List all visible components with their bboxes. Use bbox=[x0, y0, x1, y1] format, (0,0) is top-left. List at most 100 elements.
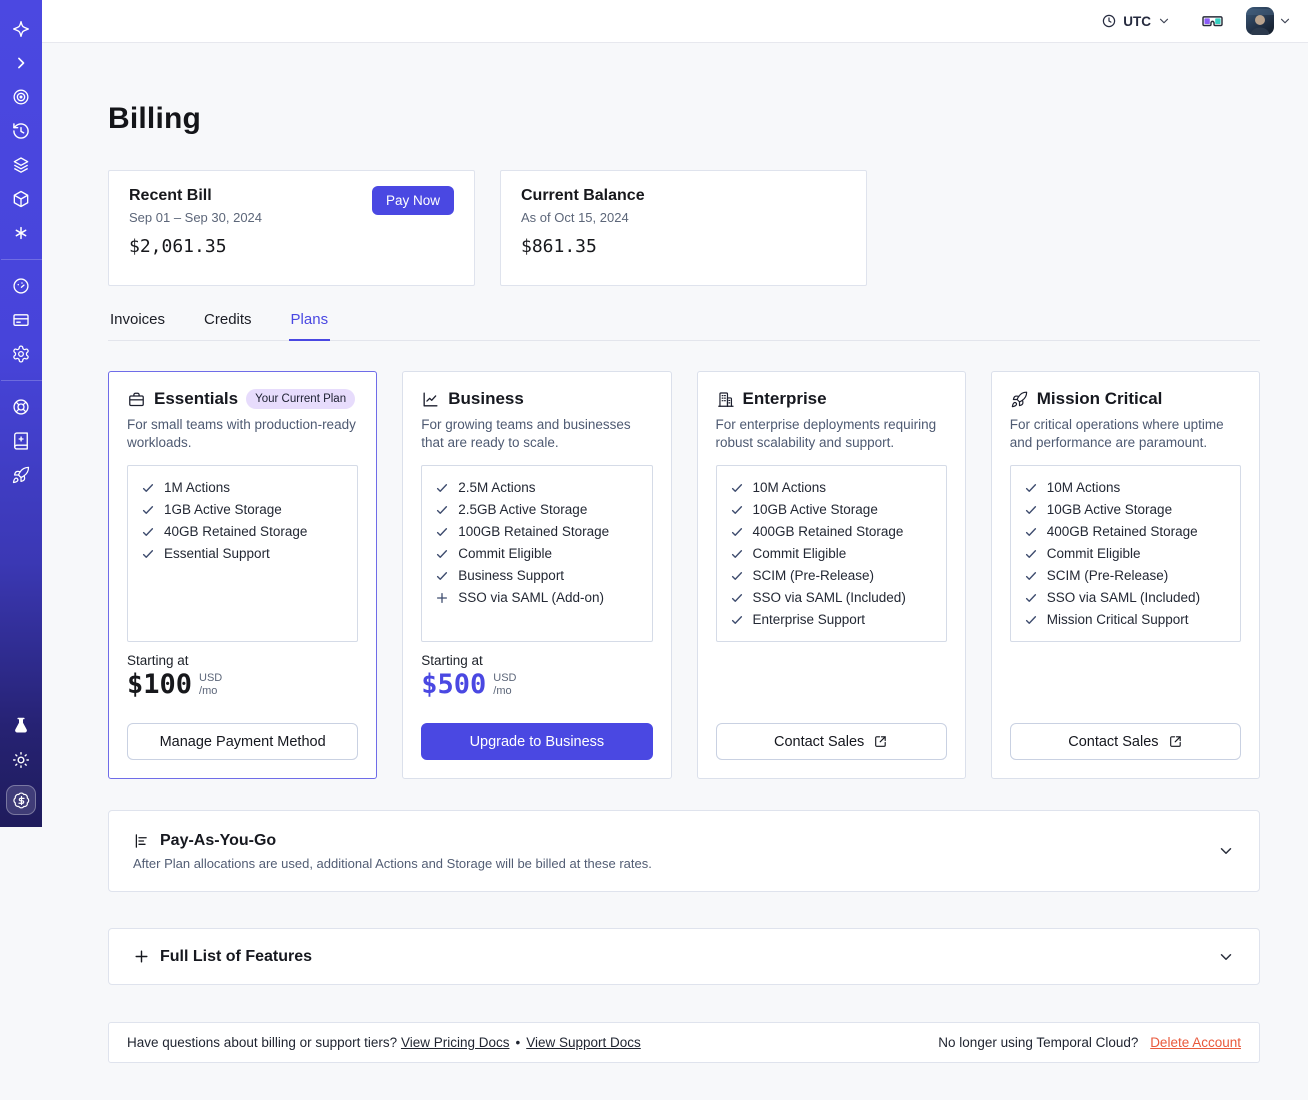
badge-dollar-icon bbox=[12, 792, 29, 808]
usage-icon[interactable] bbox=[11, 276, 31, 296]
dot-separator: • bbox=[515, 1035, 521, 1050]
expand-sidebar-chevron-right-icon[interactable] bbox=[11, 53, 31, 73]
feature-item: Commit Eligible bbox=[730, 543, 933, 565]
user-avatar bbox=[1246, 7, 1274, 35]
horizontal-bar-chart-icon bbox=[135, 833, 147, 848]
check-icon bbox=[1025, 616, 1036, 624]
chevron-down-icon bbox=[1278, 14, 1292, 28]
recent-bill-period: Sep 01 – Sep 30, 2024 bbox=[129, 210, 263, 225]
plan-description: For growing teams and businesses that ar… bbox=[421, 417, 631, 450]
price-per: /mo bbox=[493, 685, 512, 697]
check-icon bbox=[1025, 572, 1036, 580]
temporal-logo[interactable] bbox=[11, 19, 31, 39]
external-link-icon bbox=[875, 736, 887, 747]
full-features-accordion[interactable]: Full List of Features bbox=[108, 928, 1260, 985]
check-icon bbox=[731, 506, 742, 514]
sidebar bbox=[0, 0, 42, 827]
upgrade-to-business-button[interactable]: Upgrade to Business bbox=[421, 723, 653, 760]
tab-credits[interactable]: Credits bbox=[204, 311, 252, 328]
feature-item: Essential Support bbox=[141, 543, 344, 565]
billing-footer: Have questions about billing or support … bbox=[108, 1022, 1260, 1063]
tab-plans[interactable]: Plans bbox=[288, 311, 331, 341]
feature-item: 10M Actions bbox=[730, 477, 933, 499]
plan-description: For small teams with production-ready wo… bbox=[127, 417, 356, 450]
recent-bill-amount: $2,061.35 bbox=[129, 236, 227, 257]
chevron-down-icon bbox=[1157, 14, 1171, 28]
delete-account-link[interactable]: Delete Account bbox=[1150, 1035, 1241, 1050]
feature-item: Commit Eligible bbox=[1024, 543, 1227, 565]
view-support-docs-link[interactable]: View Support Docs bbox=[526, 1035, 641, 1050]
cube-icon[interactable] bbox=[11, 189, 31, 209]
schedules-icon[interactable] bbox=[11, 121, 31, 141]
view-pricing-docs-link[interactable]: View Pricing Docs bbox=[400, 1035, 510, 1050]
sidebar-bottom-group bbox=[6, 709, 36, 815]
contact-sales-button[interactable]: Contact Sales bbox=[715, 723, 947, 760]
feature-box: 2.5M Actions 2.5GB Active Storage 100GB … bbox=[421, 465, 653, 642]
feature-item: 1M Actions bbox=[141, 477, 344, 499]
price-label: Starting at bbox=[421, 653, 483, 668]
price-label: Starting at bbox=[127, 653, 189, 668]
pay-now-button[interactable]: Pay Now bbox=[371, 186, 454, 215]
theme-sun-icon[interactable] bbox=[11, 750, 31, 770]
docs-book-icon[interactable] bbox=[11, 431, 31, 451]
billing-nav-active-button[interactable] bbox=[6, 785, 36, 815]
labs-flask-icon[interactable] bbox=[11, 716, 31, 736]
feature-item: 40GB Retained Storage bbox=[141, 521, 344, 543]
recent-bill-title: Recent Bill bbox=[129, 187, 212, 204]
billing-page: Billing Recent Bill Sep 01 – Sep 30, 202… bbox=[42, 43, 1308, 1063]
current-balance-as-of: As of Oct 15, 2024 bbox=[521, 210, 629, 225]
feature-item: 100GB Retained Storage bbox=[435, 521, 638, 543]
account-menu[interactable] bbox=[1246, 7, 1292, 35]
chevron-down-icon[interactable] bbox=[1217, 842, 1235, 860]
check-icon bbox=[1025, 506, 1036, 514]
price-area: Starting at $500 USD/mo bbox=[421, 653, 652, 700]
current-balance-card: Current Balance As of Oct 15, 2024 $861.… bbox=[500, 170, 867, 286]
check-icon bbox=[437, 484, 448, 492]
price-currency: USD bbox=[493, 672, 517, 684]
feature-item: 10M Actions bbox=[1024, 477, 1227, 499]
current-balance-title: Current Balance bbox=[521, 187, 645, 204]
feature-item: SCIM (Pre-Release) bbox=[1024, 565, 1227, 587]
namespaces-icon[interactable] bbox=[11, 87, 31, 107]
feature-box: 1M Actions 1GB Active Storage 40GB Retai… bbox=[127, 465, 359, 642]
contact-sales-button[interactable]: Contact Sales bbox=[1009, 723, 1241, 760]
footer-docs: Have questions about billing or support … bbox=[127, 1035, 641, 1050]
payg-title: Pay-As-You-Go bbox=[160, 831, 277, 849]
payg-subtitle: After Plan allocations are used, additio… bbox=[133, 855, 652, 871]
check-icon bbox=[142, 484, 154, 492]
line-chart-icon bbox=[423, 391, 438, 407]
feature-item: SCIM (Pre-Release) bbox=[730, 565, 933, 587]
check-icon bbox=[437, 528, 448, 536]
tab-invoices[interactable]: Invoices bbox=[110, 311, 166, 328]
timezone-selector[interactable]: UTC bbox=[1101, 13, 1171, 29]
current-plan-badge: Your Current Plan bbox=[246, 389, 356, 409]
plan-card-enterprise: Enterprise For enterprise deployments re… bbox=[696, 371, 966, 779]
asterisk-icon[interactable] bbox=[11, 223, 31, 243]
getting-started-rocket-icon[interactable] bbox=[11, 465, 31, 485]
chevron-down-icon[interactable] bbox=[1217, 948, 1235, 966]
summary-cards-row: Recent Bill Sep 01 – Sep 30, 2024 $2,061… bbox=[108, 170, 1260, 286]
check-icon bbox=[437, 550, 448, 558]
feature-box: 10M Actions 10GB Active Storage 400GB Re… bbox=[715, 465, 947, 642]
delete-prompt: No longer using Temporal Cloud? bbox=[938, 1035, 1139, 1050]
pay-as-you-go-accordion[interactable]: Pay-As-You-Go After Plan allocations are… bbox=[108, 810, 1260, 892]
manage-payment-method-button[interactable]: Manage Payment Method bbox=[127, 723, 359, 760]
feature-item: 400GB Retained Storage bbox=[1024, 521, 1227, 543]
layers-icon[interactable] bbox=[11, 155, 31, 175]
support-lifebuoy-icon[interactable] bbox=[11, 397, 31, 417]
external-link-icon bbox=[1169, 736, 1181, 747]
rocket-icon bbox=[1011, 391, 1027, 407]
feature-item: SSO via SAML (Add-on) bbox=[435, 587, 638, 609]
feature-item: Mission Critical Support bbox=[1024, 609, 1227, 631]
plans-row: Essentials Your Current Plan For small t… bbox=[108, 371, 1260, 779]
settings-gear-icon[interactable] bbox=[11, 344, 31, 364]
check-icon bbox=[142, 506, 154, 514]
plan-description: For critical operations where uptime and… bbox=[1009, 417, 1224, 450]
footer-delete: No longer using Temporal Cloud? Delete A… bbox=[938, 1035, 1241, 1050]
3d-glasses-icon[interactable] bbox=[1201, 10, 1224, 33]
check-icon bbox=[731, 484, 742, 492]
sidebar-divider bbox=[0, 380, 42, 381]
billing-card-icon[interactable] bbox=[11, 310, 31, 330]
check-icon bbox=[1025, 594, 1036, 602]
timezone-label: UTC bbox=[1123, 13, 1151, 29]
